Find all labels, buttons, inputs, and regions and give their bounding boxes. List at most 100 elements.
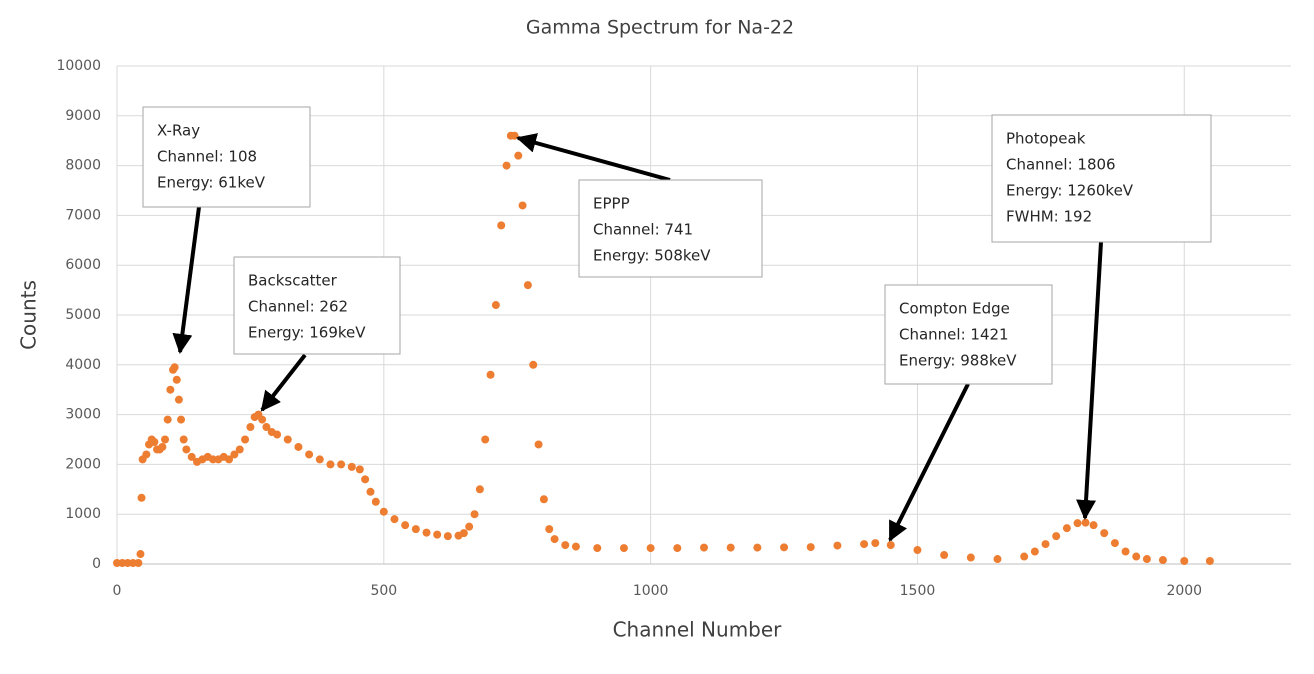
data-point bbox=[806, 543, 815, 552]
data-point bbox=[518, 201, 527, 210]
data-point bbox=[780, 543, 789, 552]
data-point bbox=[150, 437, 159, 446]
annotation-box bbox=[991, 114, 1212, 243]
data-point bbox=[1100, 529, 1109, 538]
data-point bbox=[753, 543, 762, 552]
annotation-arrow bbox=[260, 353, 307, 412]
x-tick-label: 1500 bbox=[900, 583, 936, 599]
data-point bbox=[1041, 540, 1050, 549]
data-point bbox=[886, 541, 895, 550]
data-point bbox=[258, 415, 267, 424]
y-tick-label: 3000 bbox=[65, 407, 101, 423]
annotation-text: Channel: 108 bbox=[157, 148, 257, 166]
data-point bbox=[529, 360, 538, 369]
annotation-box bbox=[884, 284, 1053, 385]
annotation-text: Channel: 262 bbox=[248, 298, 348, 316]
data-point bbox=[172, 375, 181, 384]
data-point bbox=[347, 462, 356, 471]
annotation-arrow bbox=[516, 133, 671, 182]
data-point bbox=[166, 385, 175, 394]
y-tick-label: 6000 bbox=[65, 257, 101, 273]
data-point bbox=[411, 525, 420, 534]
data-point bbox=[137, 493, 146, 502]
data-point bbox=[646, 544, 655, 553]
annotation-text: Channel: 1421 bbox=[899, 326, 1009, 344]
data-point bbox=[422, 528, 431, 537]
data-point bbox=[235, 445, 244, 454]
annotation-arrow bbox=[1076, 241, 1103, 520]
annotation-text: Compton Edge bbox=[899, 300, 1010, 318]
data-point bbox=[514, 151, 523, 160]
data-point bbox=[593, 544, 602, 553]
y-tick-label: 7000 bbox=[65, 207, 101, 223]
data-point bbox=[174, 395, 183, 404]
annotation-arrow bbox=[172, 206, 201, 354]
y-tick-label: 2000 bbox=[65, 456, 101, 472]
x-tick-label: 0 bbox=[113, 583, 122, 599]
data-point bbox=[465, 522, 474, 531]
data-point bbox=[966, 553, 975, 562]
annotation-text: Channel: 741 bbox=[593, 221, 693, 239]
data-point bbox=[225, 455, 234, 464]
annotation-text: EPPP bbox=[593, 195, 630, 213]
annotation-text: Energy: 988keV bbox=[899, 352, 1017, 370]
annotation-arrow bbox=[888, 383, 970, 542]
data-point bbox=[294, 442, 303, 451]
data-point bbox=[371, 497, 380, 506]
data-point bbox=[241, 435, 250, 444]
x-tick-label: 1000 bbox=[633, 583, 669, 599]
data-point bbox=[550, 535, 559, 544]
data-point bbox=[134, 559, 143, 568]
data-point bbox=[1158, 556, 1167, 565]
x-tick-label: 500 bbox=[370, 583, 397, 599]
annotation-text: Energy: 169keV bbox=[248, 324, 366, 342]
data-point bbox=[390, 515, 399, 524]
data-point bbox=[871, 539, 880, 548]
annotation-box bbox=[142, 106, 311, 208]
data-point bbox=[491, 301, 500, 310]
annotation-text: Photopeak bbox=[1006, 130, 1086, 148]
y-tick-label: 1000 bbox=[65, 506, 101, 522]
data-point bbox=[1020, 552, 1029, 561]
data-point bbox=[401, 521, 410, 530]
annotation-text: FWHM: 192 bbox=[1006, 208, 1092, 226]
y-tick-label: 10000 bbox=[56, 58, 101, 74]
data-point bbox=[502, 161, 511, 170]
annotation-box bbox=[233, 256, 401, 355]
data-point bbox=[161, 435, 170, 444]
data-point bbox=[481, 435, 490, 444]
y-axis-title: Counts bbox=[17, 280, 41, 350]
data-point bbox=[1073, 519, 1082, 528]
data-point bbox=[1081, 518, 1090, 527]
data-point bbox=[940, 551, 949, 560]
chart-title: Gamma Spectrum for Na-22 bbox=[526, 17, 794, 39]
data-point bbox=[163, 415, 172, 424]
y-tick-label: 9000 bbox=[65, 108, 101, 124]
annotation-text: Channel: 1806 bbox=[1006, 156, 1116, 174]
data-point bbox=[1110, 539, 1119, 548]
data-point bbox=[361, 475, 370, 484]
data-point bbox=[158, 442, 167, 451]
annotation-text: Backscatter bbox=[248, 272, 338, 290]
data-point bbox=[355, 465, 364, 474]
data-point bbox=[326, 460, 335, 469]
data-point bbox=[366, 487, 375, 496]
data-point bbox=[1089, 521, 1098, 530]
data-point bbox=[860, 540, 869, 549]
data-point bbox=[379, 507, 388, 516]
data-point bbox=[545, 525, 554, 534]
data-point bbox=[136, 550, 145, 559]
data-point bbox=[1121, 547, 1130, 556]
data-point bbox=[179, 435, 188, 444]
data-point bbox=[187, 452, 196, 461]
data-point bbox=[726, 543, 735, 552]
data-point bbox=[315, 455, 324, 464]
data-point bbox=[433, 530, 442, 539]
annotation-text: Energy: 508keV bbox=[593, 247, 711, 265]
data-point bbox=[305, 450, 314, 459]
y-tick-label: 5000 bbox=[65, 307, 101, 323]
data-point bbox=[534, 440, 543, 449]
data-point bbox=[273, 430, 282, 439]
data-point bbox=[539, 495, 548, 504]
data-point bbox=[443, 532, 452, 541]
